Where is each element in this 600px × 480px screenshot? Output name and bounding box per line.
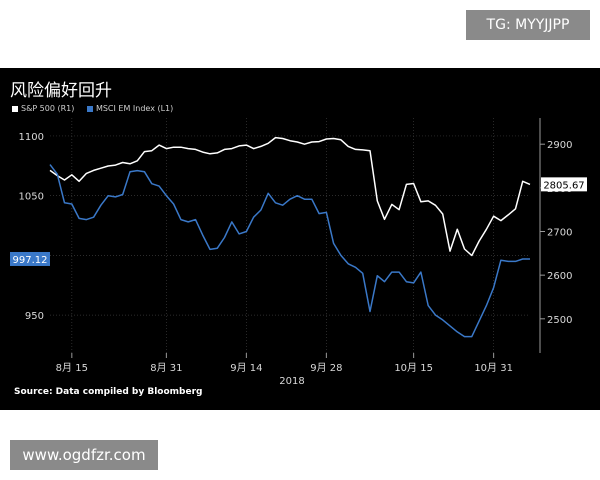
- last-value-box-msci: [10, 251, 50, 266]
- series-line-sp500: [49, 136, 531, 257]
- x-tick-label: 10月 15: [394, 362, 433, 374]
- legend-label-sp500: S&P 500 (R1): [21, 104, 75, 113]
- right-tick-label: 2500: [547, 315, 572, 326]
- left-tick-label: 1050: [19, 192, 44, 203]
- right-tick-label: 2900: [547, 140, 572, 151]
- x-tick-label: 9月 14: [230, 362, 262, 374]
- line-chart: 110010501000950290028002700260025008月 15…: [10, 118, 587, 387]
- right-tick-label: 2600: [547, 271, 572, 282]
- watermark-top-label: TG: MYYJJPP: [466, 10, 590, 40]
- legend-item-sp500: S&P 500 (R1): [12, 104, 74, 113]
- chart-source: Source: Data compiled by Bloomberg: [14, 387, 203, 397]
- x-tick-label: 8月 31: [150, 362, 182, 374]
- right-tick-label: 2700: [547, 228, 572, 239]
- chart-panel: 风险偏好回升 S&P 500 (R1) MSCI EM Index (L1) 1…: [0, 68, 600, 410]
- series-layer: [49, 136, 531, 338]
- x-tick-label: 10月 31: [474, 362, 513, 374]
- left-tick-label: 1100: [19, 132, 44, 143]
- last-value-label-msci: 997.12: [13, 255, 48, 266]
- last-value-label-sp500: 2805.67: [543, 180, 584, 191]
- x-tick-label: 9月 28: [310, 362, 342, 374]
- legend-label-msci: MSCI EM Index (L1): [95, 104, 174, 113]
- grid-layer: [50, 118, 530, 353]
- legend-swatch-msci: [86, 105, 93, 112]
- legend-swatch-sp500: [12, 105, 18, 112]
- left-tick-label: 950: [25, 311, 44, 322]
- chart-legend: S&P 500 (R1) MSCI EM Index (L1): [12, 104, 183, 113]
- label-layer: 2805.67 997.12: [10, 177, 587, 266]
- x-axis-label: 2018: [279, 376, 304, 387]
- last-value-box-sp500: [541, 177, 587, 192]
- watermark-bottom-label: www.ogdfzr.com: [10, 440, 158, 470]
- axis-layer: 110010501000950290028002700260025008月 15…: [19, 118, 572, 387]
- legend-item-msci: MSCI EM Index (L1): [86, 104, 174, 113]
- series-line-msci: [49, 164, 530, 338]
- x-tick-label: 8月 15: [56, 362, 88, 374]
- chart-title: 风险偏好回升: [10, 81, 112, 101]
